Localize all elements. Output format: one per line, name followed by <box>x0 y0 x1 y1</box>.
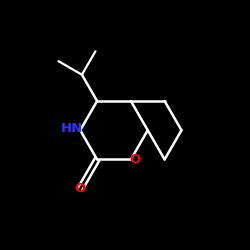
Text: O: O <box>130 153 141 166</box>
Text: HN: HN <box>61 122 83 136</box>
Text: O: O <box>74 182 86 195</box>
